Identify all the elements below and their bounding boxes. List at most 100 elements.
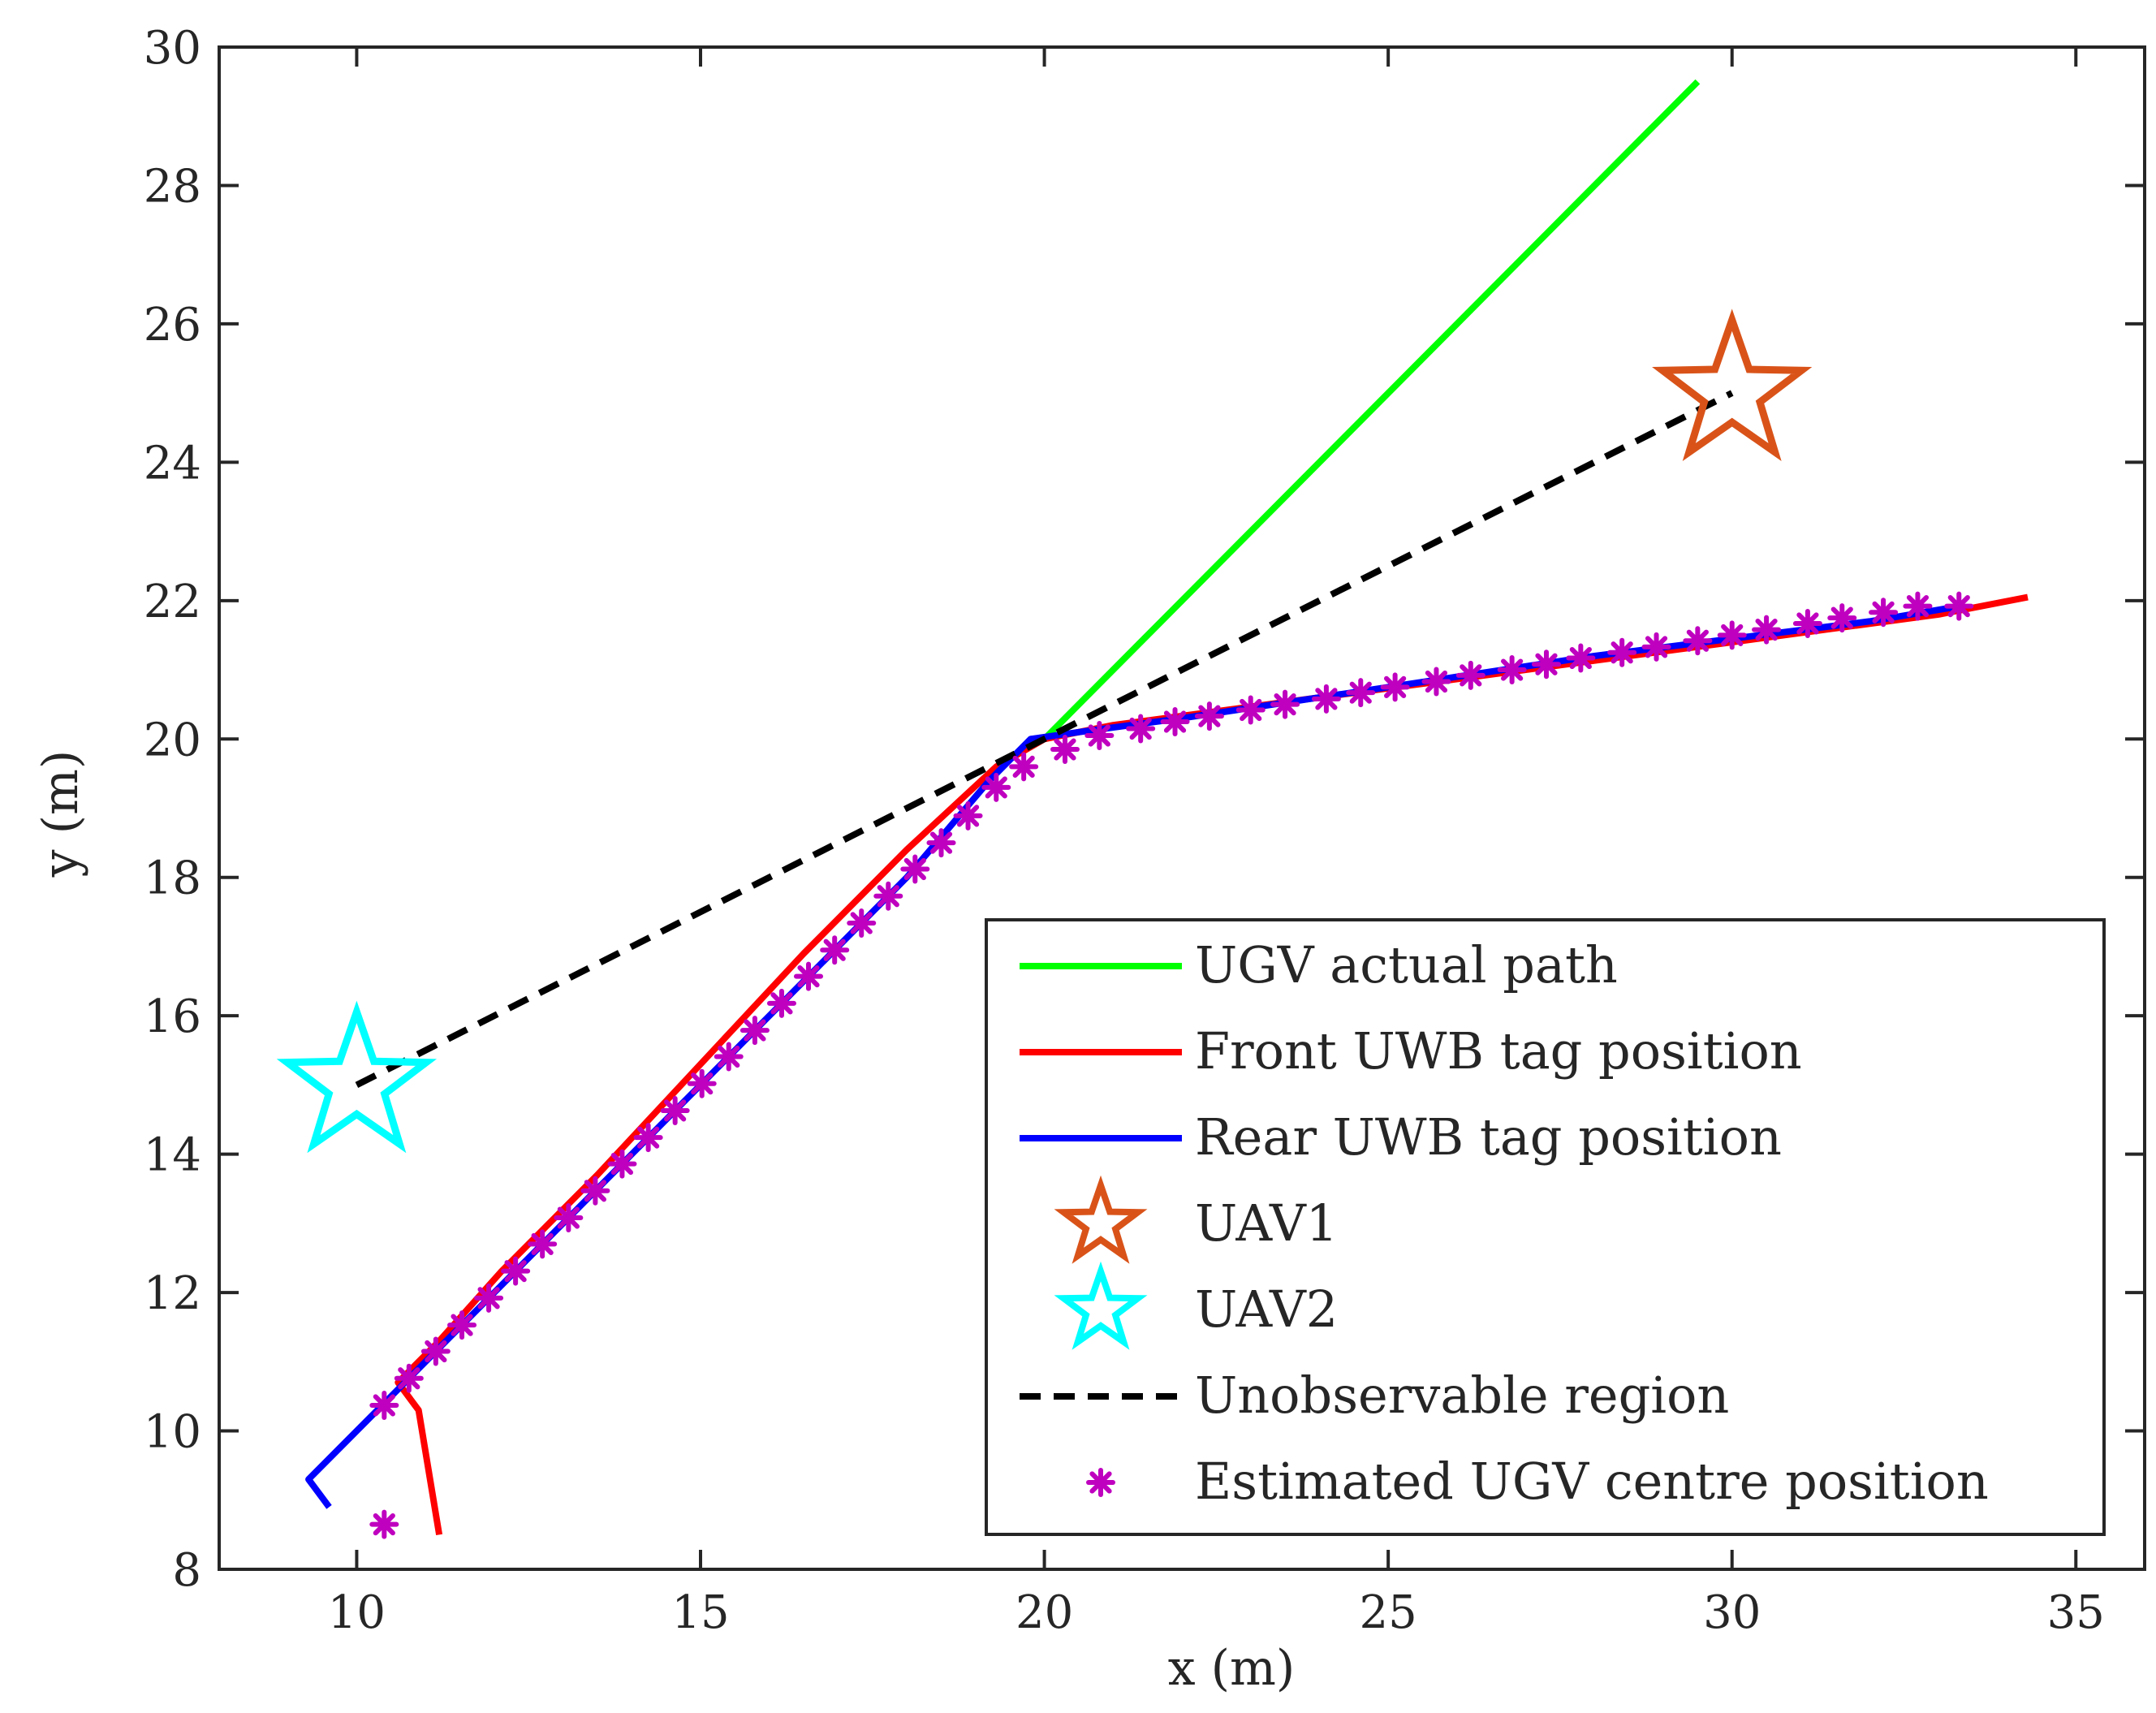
- estimate-point-stroke: [1315, 688, 1338, 710]
- estimate-point: [1380, 672, 1410, 702]
- x-tick-label: 20: [1015, 1586, 1073, 1639]
- estimate-point: [660, 1095, 690, 1125]
- x-tick-label: 25: [1360, 1586, 1417, 1639]
- estimate-point: [633, 1123, 663, 1153]
- estimate-point: [1792, 608, 1822, 638]
- legend-swatch-estimated-ugv-centre-position-stroke: [1089, 1471, 1112, 1494]
- estimate-point: [1009, 752, 1039, 782]
- estimate-point-stroke: [1755, 619, 1778, 641]
- estimate-point: [1531, 649, 1561, 680]
- legend-swatch-estimated-ugv-centre-position: [1086, 1468, 1115, 1497]
- estimate-point-stroke: [1686, 629, 1709, 652]
- estimate-point: [501, 1256, 531, 1286]
- estimate-point-stroke: [1947, 595, 1970, 618]
- estimate-point: [1346, 678, 1376, 708]
- x-tick-label: 35: [2047, 1586, 2105, 1639]
- legend-label-rear-uwb-tag-position: Rear UWB tag position: [1195, 1107, 1782, 1167]
- legend-label-uav2: UAV2: [1195, 1279, 1338, 1339]
- legend-label-uav1: UAV1: [1195, 1193, 1338, 1253]
- estimate-point: [447, 1310, 477, 1340]
- estimate-point: [1270, 689, 1300, 719]
- estimate-point-stroke: [823, 938, 846, 961]
- estimate-point-stroke: [929, 831, 953, 854]
- estimate-point: [900, 854, 930, 884]
- estimate-point: [847, 908, 877, 938]
- estimate-point-stroke: [1611, 641, 1633, 664]
- estimate-point-stroke: [1535, 653, 1558, 675]
- legend-label-estimated-ugv-centre-position: Estimated UGV centre position: [1195, 1452, 1989, 1511]
- estimate-point: [1944, 591, 1974, 621]
- estimate-point-stroke: [1274, 693, 1296, 716]
- estimate-point: [580, 1176, 610, 1206]
- estimate-point-stroke: [451, 1314, 473, 1336]
- estimate-point-stroke: [373, 1512, 395, 1536]
- estimate-point: [1607, 637, 1637, 667]
- estimate-point: [1311, 684, 1341, 714]
- estimate-point-stroke: [956, 805, 980, 827]
- estimate-point-stroke: [770, 992, 793, 1015]
- legend-swatch-uav1: [1054, 1175, 1148, 1264]
- legend-label-ugv-actual-path: UGV actual path: [1195, 935, 1618, 995]
- estimate-point-stroke: [1384, 675, 1407, 698]
- x-axis-label: x (m): [1168, 1640, 1296, 1697]
- estimate-point: [1641, 632, 1671, 662]
- legend-swatch-uav2: [1054, 1261, 1148, 1350]
- estimate-point-stroke: [1796, 612, 1819, 635]
- x-tick-label: 30: [1703, 1586, 1761, 1639]
- estimate-point-stroke: [744, 1019, 766, 1042]
- estimate-point-stroke: [531, 1232, 554, 1256]
- y-tick-label: 26: [144, 299, 201, 352]
- estimate-point: [714, 1042, 744, 1072]
- estimate-point-stroke: [877, 885, 899, 908]
- estimate-point-stroke: [1645, 636, 1668, 658]
- estimate-point: [1126, 714, 1156, 744]
- estimate-point-stroke: [850, 912, 873, 934]
- estimate-point: [1903, 591, 1933, 621]
- estimate-point: [474, 1283, 504, 1313]
- estimate-point-stroke: [1163, 710, 1187, 733]
- estimate-point: [794, 961, 824, 991]
- estimate-point-stroke: [1198, 705, 1221, 727]
- estimate-point: [1050, 735, 1080, 765]
- estimate-point-stroke: [1906, 595, 1930, 618]
- y-tick-label: 14: [144, 1129, 201, 1182]
- y-tick-label: 20: [144, 714, 201, 766]
- y-tick-label: 30: [144, 22, 201, 75]
- estimate-point-stroke: [1349, 681, 1372, 704]
- estimate-point-stroke: [1129, 717, 1152, 740]
- estimate-point-stroke: [637, 1126, 660, 1149]
- estimate-point-stroke: [425, 1340, 447, 1363]
- estimate-point: [1497, 655, 1527, 685]
- estimate-point: [740, 1016, 770, 1046]
- estimate-point: [981, 772, 1011, 802]
- estimate-point-stroke: [1054, 738, 1076, 761]
- estimate-point: [420, 1336, 451, 1366]
- estimate-point: [766, 988, 796, 1018]
- unobservable-region-line: [355, 390, 1734, 1088]
- estimate-point: [1421, 667, 1451, 697]
- estimate-point: [394, 1363, 424, 1393]
- estimate-point-stroke: [1012, 755, 1035, 778]
- estimate-point-stroke: [664, 1099, 687, 1122]
- estimate-point-stroke: [1240, 698, 1262, 722]
- estimate-point-stroke: [398, 1367, 420, 1390]
- estimate-point: [1566, 643, 1596, 673]
- estimate-point: [1869, 598, 1899, 628]
- estimate-point: [1194, 701, 1224, 731]
- legend-label-front-uwb-tag-position: Front UWB tag position: [1195, 1021, 1802, 1081]
- estimate-point: [953, 800, 983, 831]
- estimate-point-stroke: [797, 964, 820, 988]
- ugv-actual-path-line: [1041, 79, 1701, 742]
- y-tick-label: 24: [144, 437, 201, 490]
- y-tick-label: 18: [144, 852, 201, 905]
- uav2-marker: [276, 1000, 438, 1154]
- estimate-point: [607, 1149, 637, 1179]
- y-tick-label: 12: [144, 1267, 201, 1320]
- estimate-point: [1235, 695, 1266, 725]
- estimate-point-stroke: [903, 857, 926, 881]
- estimate-point: [369, 1391, 399, 1421]
- estimate-point: [554, 1203, 584, 1233]
- estimate-point-stroke: [1830, 606, 1853, 629]
- estimate-point: [820, 935, 850, 965]
- estimate-point-stroke: [557, 1206, 580, 1229]
